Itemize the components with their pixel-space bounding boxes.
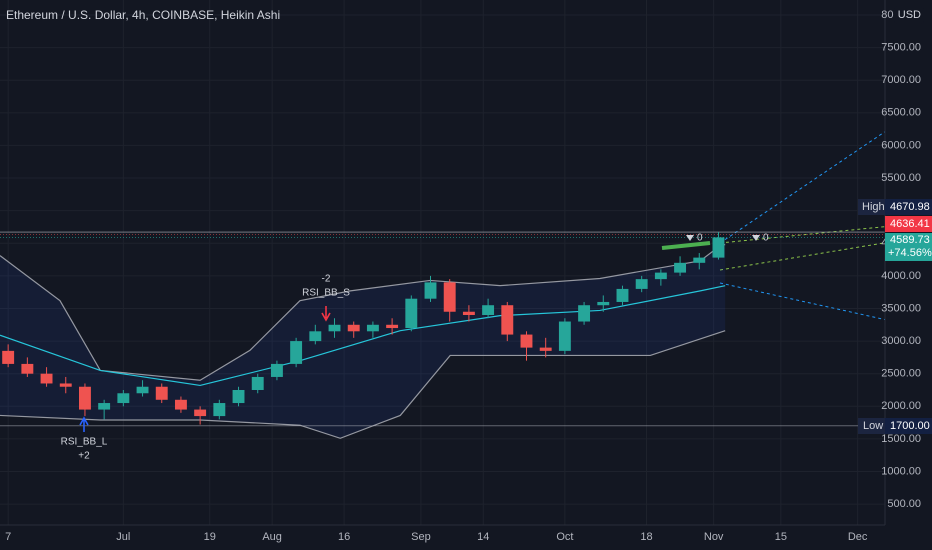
y-tick-label: 4000.00 bbox=[881, 270, 921, 282]
candle-body bbox=[558, 321, 571, 351]
candle-body bbox=[213, 403, 226, 417]
candle-body bbox=[712, 237, 725, 258]
candle-body bbox=[693, 257, 706, 263]
x-tick-label: Nov bbox=[704, 531, 724, 543]
y-tick-label: 2500.00 bbox=[881, 368, 921, 380]
candle-body bbox=[232, 390, 245, 404]
candle-body bbox=[386, 324, 399, 329]
x-tick-label: 14 bbox=[477, 531, 489, 543]
signal-count: +2 bbox=[78, 451, 90, 462]
candle-body bbox=[482, 305, 495, 315]
signal-arrow bbox=[79, 416, 89, 432]
candle-body bbox=[578, 305, 591, 322]
candle-body bbox=[443, 282, 456, 312]
candle-body bbox=[174, 399, 187, 410]
y-tick-label: 1500.00 bbox=[881, 433, 921, 445]
candle-body bbox=[674, 262, 687, 273]
channel-line bbox=[661, 241, 711, 250]
candle-body bbox=[290, 341, 303, 364]
candle-body bbox=[40, 373, 53, 384]
currency: USD bbox=[898, 9, 921, 21]
signal-count: -2 bbox=[322, 274, 331, 285]
y-tick-label: 6500.00 bbox=[881, 107, 921, 119]
signal-label: RSI_BB_S bbox=[302, 288, 350, 299]
low-badge bbox=[885, 418, 932, 434]
candle-body bbox=[347, 324, 360, 332]
x-tick-label: 18 bbox=[640, 531, 652, 543]
candle-body bbox=[501, 305, 514, 335]
signal-label: RSI_BB_L bbox=[61, 437, 108, 448]
pivot-label: 0 bbox=[697, 233, 703, 244]
y-tick-label: 2000.00 bbox=[881, 400, 921, 412]
plot-area bbox=[0, 131, 885, 439]
y-tick-label: 1000.00 bbox=[881, 465, 921, 477]
last-value: 4589.73 bbox=[890, 234, 930, 246]
x-tick-label: Sep bbox=[411, 531, 431, 543]
x-tick-label: 7 bbox=[5, 531, 11, 543]
candle-body bbox=[270, 363, 283, 377]
candle-body bbox=[117, 393, 130, 404]
candle-body bbox=[309, 331, 322, 342]
candle-body bbox=[328, 324, 341, 332]
x-tick-label: 19 bbox=[204, 531, 216, 543]
x-tick-label: Aug bbox=[262, 531, 282, 543]
y-tick-label: 6000.00 bbox=[881, 139, 921, 151]
candle-body bbox=[2, 350, 15, 364]
pivot-marker bbox=[752, 235, 760, 241]
x-tick-label: 15 bbox=[775, 531, 787, 543]
high-label: High bbox=[862, 201, 885, 213]
candle-body bbox=[635, 279, 648, 289]
candle-body bbox=[539, 347, 552, 351]
candle-body bbox=[78, 386, 91, 410]
low-label: Low bbox=[863, 420, 883, 432]
y-tick-label: 3000.00 bbox=[881, 335, 921, 347]
candle-body bbox=[155, 386, 168, 400]
chart-title: Ethereum / U.S. Dollar, 4h, COINBASE, He… bbox=[6, 8, 280, 22]
candle-body bbox=[366, 324, 379, 332]
high-value: 4670.98 bbox=[890, 201, 930, 213]
candle-body bbox=[136, 386, 149, 394]
bollinger-middle bbox=[0, 285, 726, 387]
y-tick-label: 7500.00 bbox=[881, 42, 921, 54]
pivot-marker bbox=[686, 235, 694, 241]
candle-body bbox=[520, 334, 533, 348]
candle-body bbox=[21, 363, 34, 374]
trend-line bbox=[719, 131, 885, 244]
y-tick-label: 5500.00 bbox=[881, 172, 921, 184]
y-tick-label: 500.00 bbox=[887, 498, 921, 510]
candle-body bbox=[194, 409, 207, 417]
candle-body bbox=[424, 282, 437, 299]
x-tick-label: Oct bbox=[556, 531, 573, 543]
bollinger-lower bbox=[0, 330, 726, 439]
candle-body bbox=[597, 301, 610, 306]
candle-body bbox=[616, 288, 629, 302]
y-tick-label: 3500.00 bbox=[881, 302, 921, 314]
grid bbox=[0, 0, 885, 525]
marker-badge bbox=[885, 216, 932, 232]
marker-value: 4636.41 bbox=[890, 218, 930, 230]
last-change: +74.56% bbox=[888, 247, 932, 259]
high-badge-label bbox=[858, 199, 885, 215]
low-value: 1700.00 bbox=[890, 420, 930, 432]
currency-badge bbox=[894, 6, 924, 24]
low-badge-label bbox=[858, 418, 885, 434]
candle-body bbox=[405, 298, 418, 329]
candle-body bbox=[654, 272, 667, 280]
x-tick-label: Jul bbox=[116, 531, 130, 543]
candle-body bbox=[462, 311, 475, 315]
candle-body bbox=[59, 383, 72, 387]
candle-body bbox=[98, 403, 111, 410]
high-badge bbox=[885, 199, 932, 215]
candle-body bbox=[251, 376, 264, 390]
pivot-label: 0 bbox=[763, 233, 769, 244]
x-tick-label: Dec bbox=[848, 531, 868, 543]
trend-line bbox=[719, 282, 885, 321]
x-tick-label: 16 bbox=[338, 531, 350, 543]
y-tick-label: 7000.00 bbox=[881, 74, 921, 86]
signal-arrow bbox=[321, 306, 331, 322]
last-badge bbox=[885, 233, 932, 261]
